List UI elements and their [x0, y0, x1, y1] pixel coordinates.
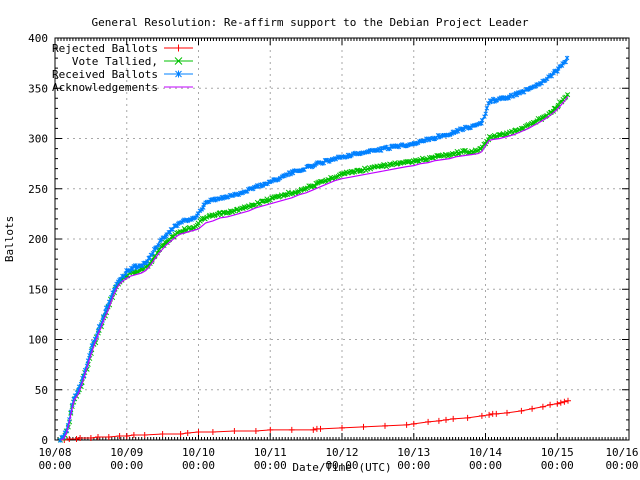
legend-entry-1: Vote Tallied, [72, 55, 193, 68]
series-markers-received-ballots [57, 55, 570, 443]
legend-entry-2: Received Ballots [52, 68, 193, 81]
x-tick-date: 10/14 [469, 446, 502, 459]
legend-marker-cross [174, 57, 183, 65]
series-rejected-ballots [61, 397, 571, 443]
x-tick-time: 00:00 [397, 459, 430, 472]
x-tick-date: 10/12 [325, 446, 358, 459]
x-tick-labels: 10/0800:0010/0900:0010/1000:0010/1100:00… [38, 446, 638, 472]
x-tick-date: 10/10 [182, 446, 215, 459]
legend-marker-plus [175, 44, 182, 52]
x-tick-time: 00:00 [605, 459, 638, 472]
y-tick-label: 250 [28, 183, 48, 196]
series-received-ballots [57, 55, 570, 443]
y-tick-labels: 0 50 100 150 200 250 300 350 400 [28, 32, 48, 447]
x-tick-date: 10/16 [605, 446, 638, 459]
legend-marker-star [175, 70, 182, 78]
x-tick-time: 00:00 [469, 459, 502, 472]
x-tick-time: 00:00 [254, 459, 287, 472]
series-acknowledgements [60, 95, 569, 441]
chart-title: General Resolution: Re-affirm support to… [91, 16, 528, 29]
y-tick-label: 0 [41, 434, 48, 447]
x-tick-date: 10/13 [397, 446, 430, 459]
y-tick-label: 50 [35, 384, 48, 397]
y-tick-label: 200 [28, 233, 48, 246]
legend-label: Rejected Ballots [52, 42, 158, 55]
x-tick-time: 00:00 [541, 459, 574, 472]
gridlines [55, 38, 629, 440]
x-tick-time: 00:00 [38, 459, 71, 472]
legend-label: Acknowledgements [52, 81, 158, 94]
y-tick-label: 350 [28, 82, 48, 95]
x-tick-date: 10/08 [38, 446, 71, 459]
x-tick-time: 00:00 [182, 459, 215, 472]
y-tick-label: 150 [28, 283, 48, 296]
legend-entry-3: Acknowledgements [52, 81, 193, 94]
x-tick-date: 10/11 [254, 446, 287, 459]
axis-ticks [54, 37, 630, 441]
series-markers-rejected-ballots [61, 397, 571, 443]
y-tick-label: 300 [28, 133, 48, 146]
x-axis-label: Date/Time (UTC) [292, 461, 391, 474]
x-tick-time: 00:00 [110, 459, 143, 472]
legend-label: Received Ballots [52, 68, 158, 81]
legend-entry-0: Rejected Ballots [52, 42, 193, 55]
chart-generated-layers: 10/0800:0010/0900:0010/1000:0010/1100:00… [28, 32, 638, 472]
x-tick-time: 00:00 [325, 459, 358, 472]
x-tick-date: 10/09 [110, 446, 143, 459]
x-tick-date: 10/15 [541, 446, 574, 459]
y-axis-label: Ballots [3, 216, 16, 262]
y-tick-label: 100 [28, 334, 48, 347]
legend-label: Vote Tallied, [72, 55, 158, 68]
y-tick-label: 400 [28, 32, 48, 45]
